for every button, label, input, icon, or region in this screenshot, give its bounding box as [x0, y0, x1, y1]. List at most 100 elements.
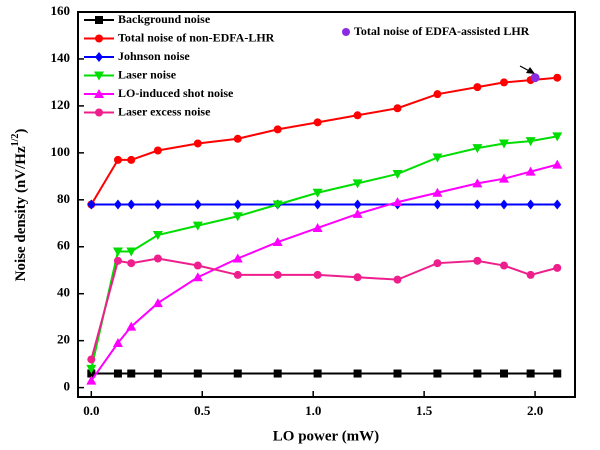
data-point — [526, 369, 535, 378]
data-point — [233, 199, 242, 210]
data-point — [525, 166, 536, 176]
legend-label: Laser noise — [118, 67, 177, 81]
data-point — [272, 200, 283, 210]
data-point — [86, 364, 97, 374]
data-point — [500, 261, 508, 270]
data-point — [127, 199, 136, 210]
legend-label: Background noise — [118, 12, 211, 26]
data-point — [525, 137, 536, 147]
data-point — [153, 369, 162, 378]
data-point — [473, 83, 482, 92]
y-axis-title: Noise density (nV/Hz1/2) — [10, 129, 29, 282]
legend-label: Laser excess noise — [118, 104, 211, 118]
annotation-arrowhead — [526, 67, 535, 74]
data-point — [432, 187, 443, 197]
data-point — [552, 132, 563, 142]
y-axis-title-sup: 1/2 — [10, 134, 21, 147]
data-point — [273, 270, 282, 279]
data-point — [273, 125, 282, 134]
data-point — [232, 212, 243, 222]
data-point — [233, 270, 242, 279]
highlight-point — [530, 73, 540, 83]
data-point — [472, 178, 483, 188]
data-point — [433, 369, 442, 378]
plot-frame — [77, 11, 576, 398]
data-point — [126, 321, 137, 331]
data-point — [432, 153, 443, 163]
data-point — [313, 118, 322, 127]
data-point — [192, 272, 203, 282]
legend-marker — [95, 34, 103, 43]
data-point — [273, 369, 282, 378]
data-point — [352, 179, 363, 189]
y-tick-label: 60 — [57, 238, 70, 253]
data-point — [313, 369, 322, 378]
x-tick-label: 1.0 — [305, 403, 321, 418]
data-point — [353, 111, 362, 120]
series-line — [90, 163, 558, 382]
legend-marker — [95, 108, 103, 117]
data-point — [193, 261, 202, 270]
legend-marker — [94, 71, 104, 81]
data-point — [552, 159, 563, 169]
data-point — [499, 173, 509, 183]
legend-marker — [95, 52, 103, 62]
data-point — [553, 369, 562, 378]
data-point — [526, 199, 535, 210]
data-point — [153, 199, 162, 210]
data-point — [193, 139, 202, 148]
x-tick-label: 2.0 — [527, 403, 543, 418]
data-point — [392, 169, 403, 179]
data-point — [232, 253, 243, 263]
data-point — [433, 259, 442, 268]
y-tick-label: 80 — [57, 191, 70, 206]
data-point — [433, 90, 442, 99]
data-point — [126, 247, 137, 257]
y-tick-label: 0 — [64, 379, 71, 394]
data-point — [192, 221, 203, 231]
data-point — [500, 199, 508, 210]
y-tick-label: 40 — [57, 285, 70, 300]
data-point — [87, 199, 96, 210]
data-point — [352, 208, 363, 218]
legend-marker — [342, 28, 350, 36]
data-point — [152, 231, 163, 241]
data-point — [113, 369, 122, 378]
data-point — [473, 369, 482, 378]
data-point — [312, 222, 323, 232]
data-point — [127, 259, 136, 268]
data-point — [433, 199, 442, 210]
data-point — [193, 199, 202, 210]
data-point — [553, 73, 562, 82]
data-point — [113, 155, 122, 164]
data-point — [392, 197, 403, 207]
series-line — [90, 257, 558, 360]
data-point — [153, 254, 162, 263]
x-tick-label: 0.0 — [83, 403, 99, 418]
data-point — [473, 256, 482, 265]
data-point — [353, 369, 362, 378]
data-point — [553, 263, 562, 272]
data-point — [113, 199, 122, 210]
data-point — [500, 78, 508, 87]
data-point — [193, 369, 202, 378]
legend-label: LO-induced shot noise — [118, 86, 234, 100]
y-tick-label: 140 — [51, 50, 71, 65]
data-point — [152, 298, 163, 308]
x-tick-label: 0.5 — [194, 403, 211, 418]
y-axis-title-end: ) — [13, 129, 29, 134]
data-point — [233, 369, 242, 378]
data-point — [127, 155, 136, 164]
legend-label: Johnson noise — [118, 49, 190, 63]
data-point — [112, 247, 123, 257]
series-line — [90, 135, 558, 370]
data-point — [112, 338, 123, 348]
data-point — [353, 199, 362, 210]
y-tick-label: 20 — [57, 332, 70, 347]
data-point — [499, 139, 509, 149]
legend-marker — [95, 16, 103, 24]
legend-label: Total noise of EDFA-assisted LHR — [354, 24, 530, 38]
data-point — [553, 199, 562, 210]
x-tick-label: 1.5 — [416, 403, 433, 418]
